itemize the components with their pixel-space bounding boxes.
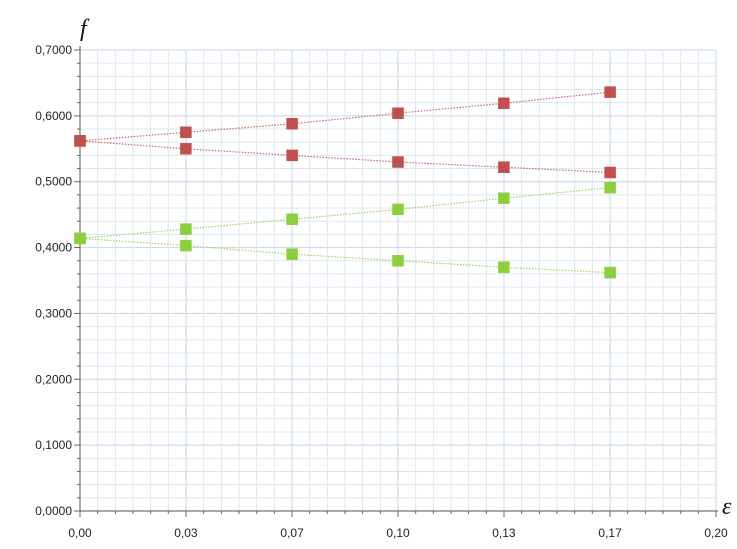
y-tick-label: 0,0000	[35, 504, 72, 518]
y-tick-label: 0,2000	[35, 372, 72, 386]
series-4-point	[392, 254, 404, 267]
series-2-point	[604, 166, 616, 179]
x-tick-label: 0,07	[280, 526, 304, 540]
series-3-point	[604, 181, 616, 194]
series-2-point	[498, 161, 510, 173]
series-4-point	[74, 232, 86, 245]
series-4-point	[604, 266, 616, 279]
x-tick-label: 0,13	[492, 526, 516, 540]
x-tick-label: 0,03	[174, 526, 198, 540]
y-tick-label: 0,5000	[35, 175, 72, 189]
series-1-point	[392, 107, 404, 119]
x-tick-label: 0,00	[68, 526, 92, 540]
series-4-point	[180, 239, 192, 252]
y-axis-title: f	[80, 16, 90, 42]
series-3-point	[498, 192, 510, 204]
labels-layer: 0,0000 0,1000 0,2000 0,3000 0,4000 0,5000 0,60…	[35, 43, 728, 540]
series-2-point	[180, 143, 192, 155]
series-3-point	[180, 223, 192, 235]
series-layer	[74, 86, 616, 279]
y-tick-label: 0,6000	[35, 109, 72, 123]
series-1-point	[180, 126, 192, 139]
y-tick-label: 0,4000	[35, 241, 72, 255]
series-3-point	[392, 203, 404, 216]
series-3-point	[286, 213, 298, 226]
series-1-point	[604, 86, 616, 98]
series-4-line	[79, 237, 611, 274]
y-tick-label: 0,3000	[35, 306, 72, 320]
series-1-point	[286, 118, 298, 130]
series-2-point	[286, 149, 298, 162]
x-axis-title: ε	[722, 494, 732, 520]
y-tick-label: 0,1000	[35, 438, 72, 452]
series-2-point	[74, 135, 86, 147]
grid	[79, 49, 717, 512]
y-tick-label: 0,7000	[35, 43, 72, 57]
x-tick-label: 0,10	[386, 526, 410, 540]
series-4-point	[286, 248, 298, 260]
series-2-point	[392, 156, 404, 168]
series-4-point	[498, 261, 510, 274]
series-1-point	[498, 97, 510, 110]
series-2-line	[79, 140, 611, 174]
x-tick-label: 0,20	[704, 526, 728, 540]
axes	[74, 46, 718, 517]
x-tick-label: 0,17	[598, 526, 622, 540]
